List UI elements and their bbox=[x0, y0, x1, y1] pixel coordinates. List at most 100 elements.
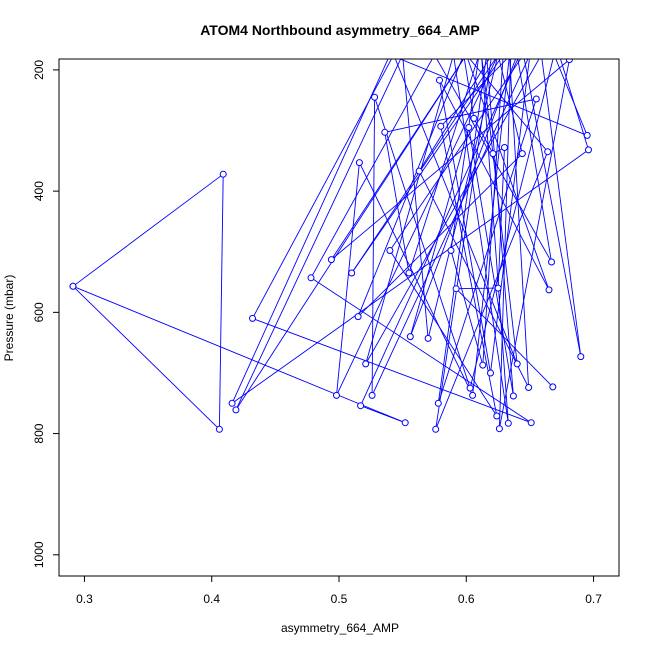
x-tick-label: 0.3 bbox=[76, 592, 93, 606]
series-segment bbox=[437, 59, 487, 404]
plot-area bbox=[69, 59, 592, 433]
data-point bbox=[406, 333, 414, 341]
series-segment bbox=[463, 59, 475, 119]
series-segment bbox=[481, 59, 509, 424]
series-segment bbox=[455, 288, 554, 388]
data-point bbox=[368, 391, 376, 399]
data-point bbox=[232, 406, 240, 414]
series-segment bbox=[418, 170, 530, 388]
y-tick-label: 1000 bbox=[32, 541, 46, 568]
series-segment bbox=[437, 98, 537, 404]
series-segment bbox=[351, 59, 501, 274]
series-segment bbox=[450, 59, 479, 251]
y-axis: 200 400 600 800 1000 bbox=[32, 60, 59, 568]
y-axis-label: Pressure (mbar) bbox=[2, 275, 16, 362]
data-point bbox=[493, 412, 501, 420]
data-point bbox=[436, 76, 443, 84]
series-segment bbox=[357, 59, 463, 317]
series-segment bbox=[486, 59, 514, 397]
series-segment bbox=[394, 59, 518, 365]
data-point bbox=[532, 95, 540, 103]
data-point bbox=[355, 159, 363, 167]
series-segment bbox=[473, 118, 494, 154]
data-point bbox=[470, 114, 478, 122]
series-segment bbox=[472, 59, 510, 396]
data-point bbox=[487, 369, 494, 377]
data-point bbox=[434, 399, 442, 407]
y-tick-label: 200 bbox=[32, 60, 46, 80]
series-segment bbox=[72, 173, 224, 287]
series-segment bbox=[218, 174, 224, 430]
series-segment bbox=[435, 151, 549, 430]
series-segment bbox=[252, 59, 392, 319]
series-segment bbox=[436, 59, 552, 263]
data-point bbox=[327, 256, 335, 264]
data-point bbox=[489, 150, 497, 158]
data-point bbox=[549, 383, 557, 391]
series-segment bbox=[453, 59, 509, 424]
series-segment bbox=[231, 59, 389, 404]
series-segment bbox=[336, 162, 360, 396]
series-segment bbox=[408, 59, 479, 274]
data-point bbox=[479, 361, 487, 369]
data-point bbox=[447, 247, 455, 254]
series-segment bbox=[357, 153, 523, 317]
data-point bbox=[583, 131, 591, 139]
data-point bbox=[469, 391, 477, 399]
x-axis: 0.3 0.4 0.5 0.6 0.7 bbox=[76, 576, 602, 606]
data-point bbox=[333, 391, 340, 399]
series-segment bbox=[402, 59, 429, 339]
series-segment bbox=[498, 59, 512, 429]
x-tick-label: 0.7 bbox=[585, 592, 602, 606]
data-point bbox=[577, 353, 585, 361]
data-point bbox=[219, 170, 227, 178]
series-segment bbox=[374, 97, 471, 389]
data-point bbox=[371, 93, 379, 101]
data-point bbox=[548, 258, 555, 266]
series-segment bbox=[72, 285, 406, 424]
series-segment bbox=[468, 127, 514, 397]
y-tick-label: 400 bbox=[32, 181, 46, 201]
data-point bbox=[545, 286, 553, 294]
data-point bbox=[585, 146, 592, 154]
series-segment bbox=[490, 59, 530, 374]
data-point bbox=[504, 419, 512, 427]
series-segment bbox=[371, 97, 376, 396]
data-point bbox=[513, 360, 521, 368]
series-segment bbox=[481, 59, 518, 364]
series-segment bbox=[497, 147, 505, 289]
data-point bbox=[509, 392, 517, 400]
data-point bbox=[354, 313, 362, 321]
series-segment bbox=[384, 132, 410, 274]
x-tick-label: 0.6 bbox=[458, 592, 475, 606]
data-point bbox=[424, 334, 432, 342]
series-segment bbox=[482, 59, 504, 366]
data-point bbox=[565, 59, 573, 64]
data-point bbox=[357, 402, 365, 410]
x-tick-label: 0.4 bbox=[203, 592, 220, 606]
series-segment bbox=[440, 59, 508, 127]
data-point bbox=[527, 419, 535, 427]
data-point bbox=[544, 148, 552, 156]
series-segment bbox=[310, 277, 532, 424]
series-segment bbox=[409, 127, 470, 337]
data-point bbox=[495, 425, 503, 433]
data-point bbox=[362, 360, 370, 368]
data-point bbox=[348, 269, 356, 277]
data-point bbox=[307, 274, 315, 282]
x-tick-label: 0.5 bbox=[331, 592, 348, 606]
series-segment bbox=[351, 59, 496, 274]
data-point bbox=[405, 269, 413, 277]
series-segment bbox=[360, 405, 406, 424]
data-point bbox=[401, 419, 409, 427]
series-segment bbox=[365, 59, 540, 365]
data-point bbox=[518, 150, 526, 158]
series-segment bbox=[231, 149, 589, 404]
series-segment bbox=[72, 285, 220, 430]
data-point bbox=[215, 425, 223, 433]
data-point bbox=[501, 144, 508, 151]
x-axis-label: asymmetry_664_AMP bbox=[281, 621, 399, 635]
chart-title: ATOM4 Northbound asymmetry_664_AMP bbox=[200, 22, 480, 38]
